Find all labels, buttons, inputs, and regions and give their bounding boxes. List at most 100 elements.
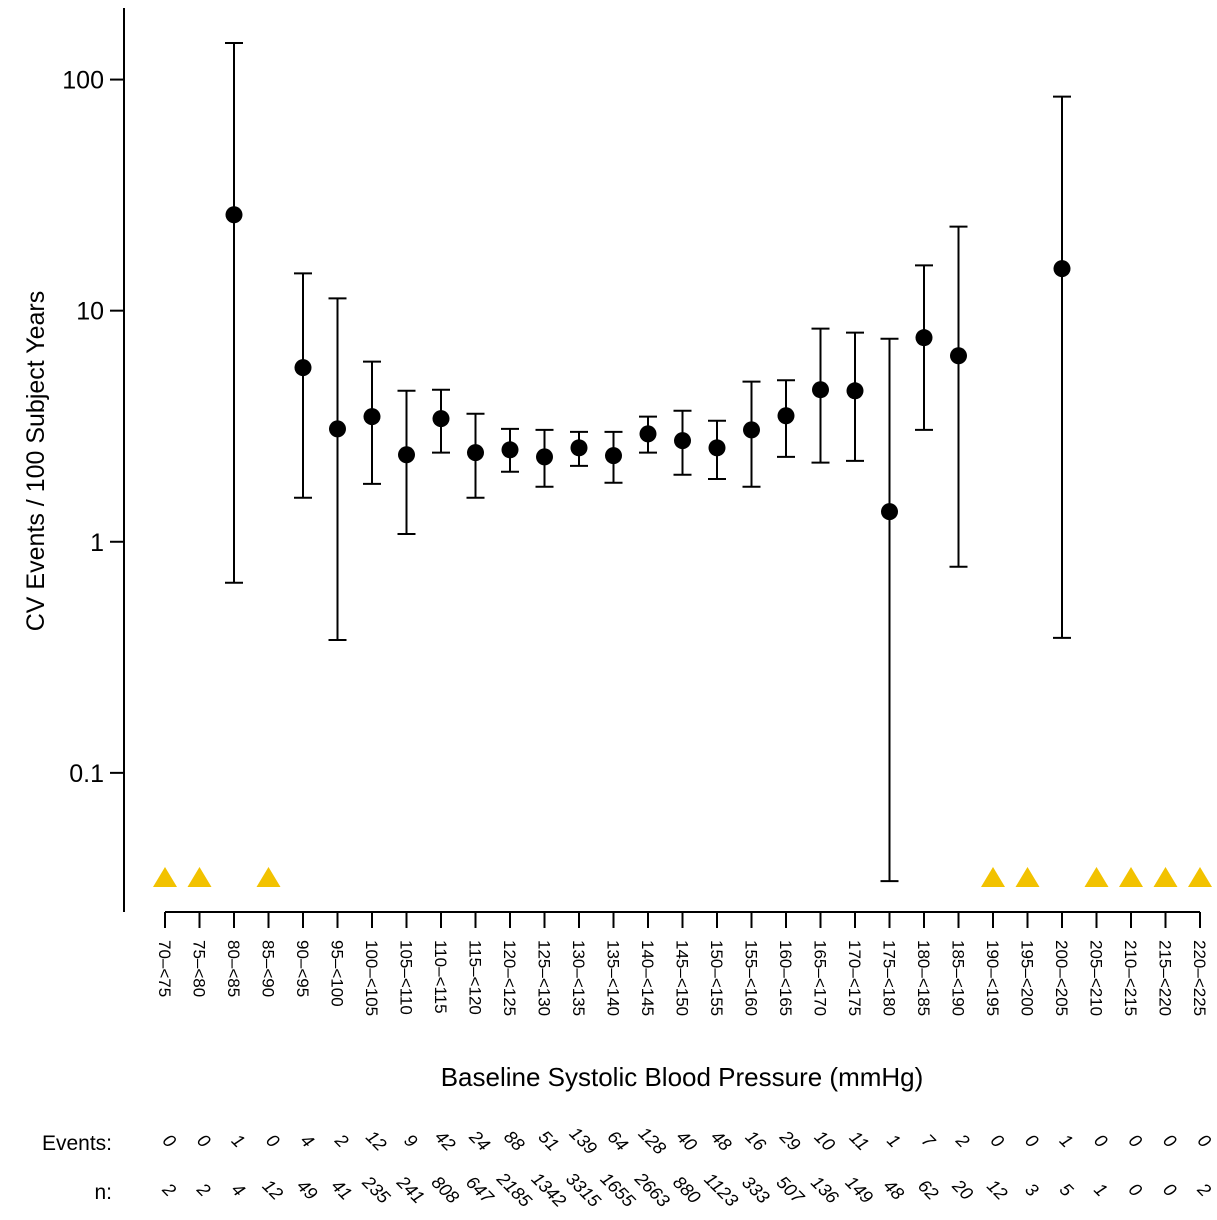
y-tick-label: 100 <box>62 67 104 95</box>
events-count: 48 <box>707 1127 735 1155</box>
zero-event-marker <box>1188 867 1212 887</box>
events-count: 10 <box>811 1127 839 1155</box>
events-count: 9 <box>400 1130 421 1151</box>
x-tick-label: 140–<145 <box>638 940 657 1016</box>
x-tick-label: 220–<225 <box>1190 940 1209 1016</box>
events-count: 7 <box>918 1130 940 1152</box>
x-tick-label: 185–<190 <box>949 940 968 1016</box>
events-count: 16 <box>742 1127 771 1156</box>
n-count: 1655 <box>597 1169 640 1212</box>
point <box>570 439 588 457</box>
n-count: 3 <box>1021 1179 1042 1200</box>
x-tick-label: 105–<110 <box>397 940 416 1015</box>
zero-event-marker <box>1119 867 1143 887</box>
x-tick-label: 160–<165 <box>776 940 795 1016</box>
n-count: 1123 <box>700 1169 742 1211</box>
n-count: 0 <box>1159 1179 1180 1200</box>
x-tick-label: 135–<140 <box>604 940 623 1016</box>
point <box>605 447 622 465</box>
n-count: 235 <box>358 1171 395 1208</box>
events-count: 51 <box>535 1127 563 1155</box>
n-count: 1 <box>1090 1179 1111 1200</box>
events-count: 2 <box>951 1129 973 1151</box>
events-count: 4 <box>297 1130 318 1151</box>
x-tick-label: 155–<160 <box>742 940 761 1016</box>
x-tick-label: 95–<100 <box>328 940 347 1007</box>
events-count: 40 <box>673 1127 701 1155</box>
x-tick-label: 190–<195 <box>983 940 1002 1016</box>
x-tick-label: 85–<90 <box>259 940 278 997</box>
y-axis-label: CV Events / 100 Subject Years <box>22 291 50 632</box>
x-tick-label: 210–<215 <box>1121 940 1140 1016</box>
y-tick-label: 0.1 <box>69 760 104 788</box>
events-count: 2 <box>330 1129 352 1151</box>
x-tick-label: 195–<200 <box>1018 940 1037 1016</box>
n-count: 2663 <box>630 1168 673 1211</box>
x-tick-label: 180–<185 <box>914 940 933 1016</box>
n-count: 3315 <box>562 1169 605 1212</box>
n-count: 136 <box>807 1172 843 1208</box>
point <box>743 421 760 439</box>
zero-event-marker <box>153 867 177 887</box>
x-tick-label: 165–<170 <box>811 940 830 1016</box>
point <box>225 206 243 224</box>
x-tick-label: 120–<125 <box>500 940 519 1016</box>
x-tick-label: 110–<115 <box>431 940 450 1014</box>
n-count: 49 <box>293 1176 321 1204</box>
n-count: 12 <box>983 1176 1011 1204</box>
events-count: 12 <box>362 1127 390 1155</box>
events-count: 1 <box>883 1130 904 1151</box>
x-tick-label: 150–<155 <box>707 940 726 1016</box>
point <box>777 407 795 425</box>
n-count: 12 <box>259 1176 287 1204</box>
n-count: 1342 <box>528 1169 570 1211</box>
n-count: 2 <box>158 1178 180 1200</box>
events-count: 0 <box>987 1130 1008 1151</box>
events-count: 139 <box>566 1123 601 1158</box>
n-count: 149 <box>842 1172 877 1207</box>
x-tick-label: 175–<180 <box>880 940 899 1016</box>
events-count: 0 <box>1159 1130 1180 1151</box>
events-count: 1 <box>228 1130 249 1151</box>
events-count: 0 <box>1090 1130 1111 1151</box>
n-count: 333 <box>738 1172 773 1207</box>
n-count: 2 <box>192 1178 214 1200</box>
n-count: 880 <box>669 1172 704 1207</box>
zero-event-marker <box>1153 867 1178 887</box>
events-count: 0 <box>1125 1130 1146 1151</box>
point <box>846 382 864 400</box>
point <box>398 446 415 464</box>
point <box>329 420 346 438</box>
events-count: 0 <box>1194 1130 1215 1151</box>
x-tick-label: 170–<175 <box>845 940 864 1016</box>
point <box>1053 260 1071 278</box>
events-count: 0 <box>1021 1130 1042 1151</box>
events-count: 29 <box>775 1126 804 1155</box>
n-count: 48 <box>880 1176 908 1204</box>
zero-event-marker <box>1084 867 1109 887</box>
events-count: 1 <box>1056 1130 1077 1151</box>
point <box>501 441 519 459</box>
n-count: 647 <box>462 1172 498 1208</box>
n-count: 2 <box>1193 1178 1215 1200</box>
point <box>639 425 657 443</box>
x-tick-label: 130–<135 <box>569 940 588 1016</box>
x-tick-label: 100–<105 <box>362 940 381 1016</box>
n-count: 20 <box>948 1175 977 1204</box>
n-count: 4 <box>228 1179 249 1200</box>
point <box>536 448 553 466</box>
point <box>881 503 898 521</box>
n-count: 507 <box>773 1172 809 1208</box>
events-count: 0 <box>193 1130 214 1151</box>
x-tick-label: 70–<75 <box>155 940 174 997</box>
zero-event-marker <box>187 867 212 887</box>
point <box>432 410 450 428</box>
y-tick-label: 10 <box>76 298 104 326</box>
n-count: 241 <box>392 1171 428 1207</box>
x-axis-label: Baseline Systolic Blood Pressure (mmHg) <box>441 1062 924 1092</box>
x-tick-label: 90–<95 <box>293 940 312 997</box>
point <box>950 347 967 365</box>
x-tick-label: 80–<85 <box>224 940 243 997</box>
events-count: 0 <box>159 1130 180 1151</box>
